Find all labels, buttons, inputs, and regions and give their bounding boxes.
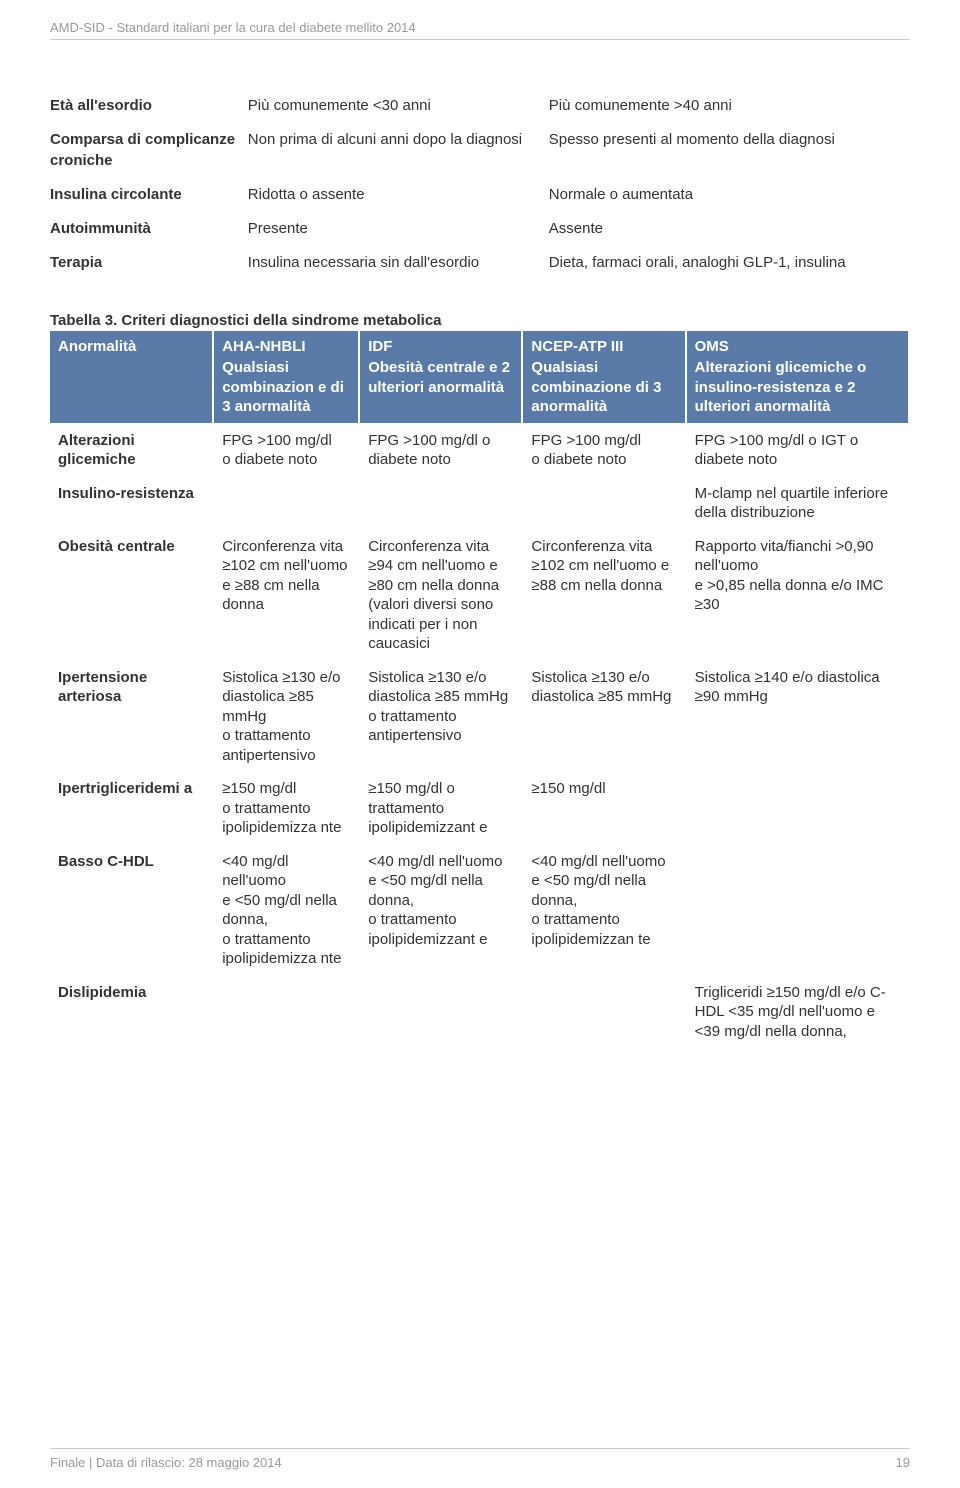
header-subtitle: Obesità centrale e 2 ulteriori anormalit…	[368, 358, 513, 397]
page-footer: Finale | Data di rilascio: 28 maggio 201…	[50, 1448, 910, 1470]
table3-header-row: Anormalità AHA-NHBLI Qualsiasi combinazion…	[50, 330, 909, 424]
table-cell: Sistolica ≥130 e/o diastolica ≥85 mmHg	[522, 661, 685, 773]
table-header-cell: NCEP-ATP III Qualsiasi combinazione di 3 …	[522, 330, 685, 424]
table-row: Ipertensione arteriosaSistolica ≥130 e/o…	[50, 661, 909, 773]
table-cell: Più comunemente >40 anni	[549, 89, 910, 123]
table-cell	[359, 477, 522, 530]
table-row: AutoimmunitàPresenteAssente	[50, 212, 910, 246]
table-cell: ≥150 mg/dl o trattamento ipolipidemizza …	[213, 772, 359, 845]
table-row: TerapiaInsulina necessaria sin dall'esor…	[50, 246, 910, 279]
table-cell: Circonferenza vita ≥94 cm nell'uomo e ≥8…	[359, 530, 522, 661]
table-cell	[686, 772, 909, 845]
table-cell: Dieta, farmaci orali, analoghi GLP-1, in…	[549, 246, 910, 279]
table-cell: Sistolica ≥130 e/o diastolica ≥85 mmHg o…	[213, 661, 359, 773]
table-cell: Ipertrigliceridemi a	[50, 772, 213, 845]
header-title: NCEP-ATP III	[531, 338, 623, 355]
header-subtitle: Alterazioni glicemiche o insulino-resist…	[695, 358, 900, 417]
table-cell: Normale o aumentata	[549, 178, 910, 212]
table-cell: Circonferenza vita ≥102 cm nell'uomo e ≥…	[522, 530, 685, 661]
table-row: Alterazioni glicemicheFPG >100 mg/dl o d…	[50, 424, 909, 477]
table-cell: Non prima di alcuni anni dopo la diagnos…	[248, 123, 549, 178]
table-cell: Età all'esordio	[50, 89, 248, 123]
header-title: IDF	[368, 338, 392, 355]
table-row: Ipertrigliceridemi a≥150 mg/dl o trattam…	[50, 772, 909, 845]
table3-caption: Tabella 3. Criteri diagnostici della sin…	[50, 312, 910, 329]
table-header-cell: Anormalità	[50, 330, 213, 424]
table-cell: Comparsa di complicanze croniche	[50, 123, 248, 178]
table-row: Obesità centraleCirconferenza vita ≥102 …	[50, 530, 909, 661]
table-cell: Insulina circolante	[50, 178, 248, 212]
table-cell	[359, 976, 522, 1048]
table-row: Insulino-resistenza M-clamp nel quartile …	[50, 477, 909, 530]
table-row: Comparsa di complicanze cronicheNon prim…	[50, 123, 910, 178]
table-cell: Autoimmunità	[50, 212, 248, 246]
header-subtitle: Qualsiasi combinazione di 3 anormalità	[531, 358, 676, 417]
table3-body: Alterazioni glicemicheFPG >100 mg/dl o d…	[50, 424, 909, 1048]
table-cell	[522, 477, 685, 530]
header-title: OMS	[695, 338, 729, 355]
table-header-cell: OMS Alterazioni glicemiche o insulino-res…	[686, 330, 909, 424]
footer-right: 19	[896, 1455, 910, 1470]
table-cell: Sistolica ≥130 e/o diastolica ≥85 mmHg o…	[359, 661, 522, 773]
table-row: Dislipidemia Trigliceridi ≥150 mg/dl e/o …	[50, 976, 909, 1048]
table-cell: Circonferenza vita ≥102 cm nell'uomo e ≥…	[213, 530, 359, 661]
table-cell: Trigliceridi ≥150 mg/dl e/o C-HDL <35 mg…	[686, 976, 909, 1048]
table-cell: Spesso presenti al momento della diagnos…	[549, 123, 910, 178]
table-cell: ≥150 mg/dl	[522, 772, 685, 845]
table-cell: FPG >100 mg/dl o IGT o diabete noto	[686, 424, 909, 477]
table-cell: Insulina necessaria sin dall'esordio	[248, 246, 549, 279]
table-cell: M-clamp nel quartile inferiore della dis…	[686, 477, 909, 530]
page: AMD-SID - Standard italiani per la cura …	[0, 0, 960, 1488]
table-header-cell: AHA-NHBLI Qualsiasi combinazion e di 3 an…	[213, 330, 359, 424]
table-cell	[686, 845, 909, 976]
table1-body: Età all'esordioPiù comunemente <30 anniP…	[50, 89, 910, 280]
table-cell: Ipertensione arteriosa	[50, 661, 213, 773]
table-cell: Insulino-resistenza	[50, 477, 213, 530]
table-cell: Dislipidemia	[50, 976, 213, 1048]
table-cell: FPG >100 mg/dl o diabete noto	[213, 424, 359, 477]
table-cell: Più comunemente <30 anni	[248, 89, 549, 123]
table-cell: <40 mg/dl nell'uomo e <50 mg/dl nella do…	[213, 845, 359, 976]
header-title: Anormalità	[58, 338, 136, 355]
table-cell: Assente	[549, 212, 910, 246]
table-row: Basso C-HDL<40 mg/dl nell'uomo e <50 mg/…	[50, 845, 909, 976]
table-header-cell: IDF Obesità centrale e 2 ulteriori anorma…	[359, 330, 522, 424]
table-cell: Obesità centrale	[50, 530, 213, 661]
table-cell: ≥150 mg/dl o trattamento ipolipidemizzan…	[359, 772, 522, 845]
table-cell: <40 mg/dl nell'uomo e <50 mg/dl nella do…	[359, 845, 522, 976]
table-cell	[522, 976, 685, 1048]
table-row: Età all'esordioPiù comunemente <30 anniP…	[50, 89, 910, 123]
table-cell: FPG >100 mg/dl o diabete noto	[359, 424, 522, 477]
table-cell: Alterazioni glicemiche	[50, 424, 213, 477]
table-cell: Presente	[248, 212, 549, 246]
page-header: AMD-SID - Standard italiani per la cura …	[50, 20, 910, 40]
table-row: Insulina circolanteRidotta o assenteNorm…	[50, 178, 910, 212]
header-subtitle: Qualsiasi combinazion e di 3 anormalità	[222, 358, 350, 417]
table-cell	[213, 976, 359, 1048]
table-cell: FPG >100 mg/dl o diabete noto	[522, 424, 685, 477]
footer-left: Finale | Data di rilascio: 28 maggio 201…	[50, 1455, 282, 1470]
header-title: AHA-NHBLI	[222, 338, 305, 355]
table-cell: Rapporto vita/fianchi >0,90 nell'uomo e …	[686, 530, 909, 661]
table-criteria: Anormalità AHA-NHBLI Qualsiasi combinazion…	[50, 329, 910, 1048]
table-cell: Terapia	[50, 246, 248, 279]
table-cell: Sistolica ≥140 e/o diastolica ≥90 mmHg	[686, 661, 909, 773]
table-cell: <40 mg/dl nell'uomo e <50 mg/dl nella do…	[522, 845, 685, 976]
table-differential: Età all'esordioPiù comunemente <30 anniP…	[50, 88, 910, 280]
table-cell: Basso C-HDL	[50, 845, 213, 976]
table-cell: Ridotta o assente	[248, 178, 549, 212]
table-cell	[213, 477, 359, 530]
